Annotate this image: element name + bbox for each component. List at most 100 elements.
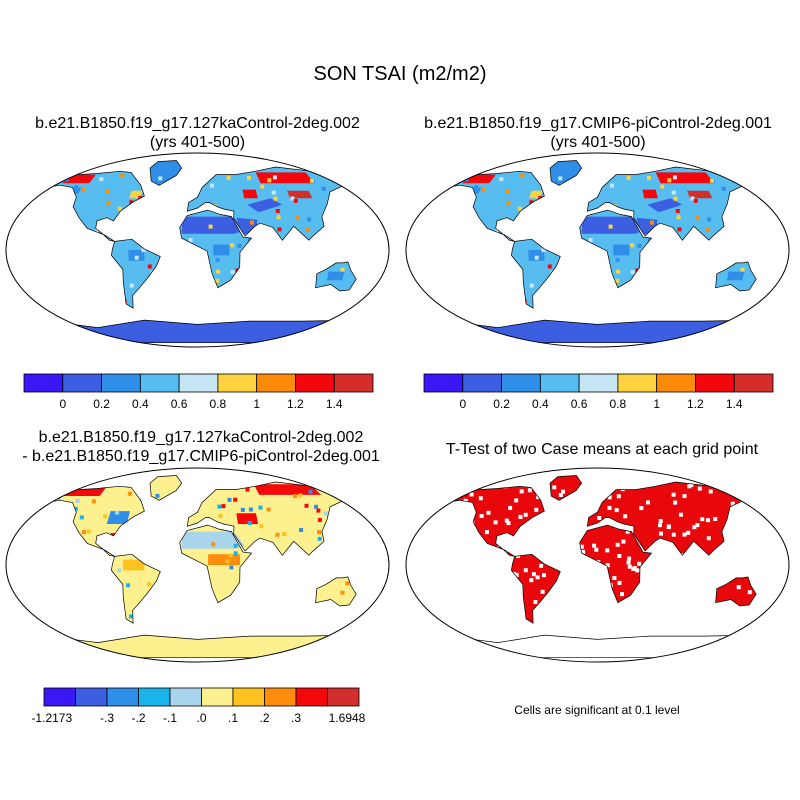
nonsig-cell <box>626 560 631 565</box>
nonsig-cell <box>581 549 586 554</box>
nonsig-cell <box>519 489 524 494</box>
grid-cell <box>707 217 711 222</box>
colorbar-tick-label: 0.8 <box>610 397 627 411</box>
grid-cell <box>529 283 534 288</box>
value-zone <box>613 244 630 256</box>
nonsig-cell <box>455 485 460 490</box>
grid-cell <box>129 283 134 288</box>
grid-cell <box>615 278 620 283</box>
nonsig-cell <box>523 512 528 517</box>
panel-2-title: b.e21.B1850.f19_g17.CMIP6-piControl-2deg… <box>398 114 798 152</box>
grid-cell <box>649 220 654 225</box>
coastline-eurasia <box>186 481 356 556</box>
grid-cell <box>667 178 672 183</box>
colorbar-swatch <box>256 373 296 393</box>
grid-cell <box>211 542 216 547</box>
nonsig-cell <box>637 561 642 566</box>
nonsig-cell <box>620 592 624 597</box>
colorbar-tick-label: 1.6948 <box>329 711 366 725</box>
colorbar-swatch <box>617 373 658 393</box>
grid-cell <box>353 187 358 192</box>
coastline-australia <box>715 261 757 292</box>
colorbar-swatch <box>139 373 180 393</box>
grid-cell <box>615 257 620 262</box>
nonsig-cell <box>659 531 663 536</box>
land-northamerica <box>44 486 145 557</box>
colorbar-swatch <box>169 687 202 707</box>
grid-cell <box>230 243 235 248</box>
nonsig-cell <box>617 554 622 558</box>
grid-cell <box>217 504 222 509</box>
grid-cell <box>347 496 352 501</box>
nonsig-cell <box>623 514 628 519</box>
grid-cell <box>230 270 235 275</box>
nonsig-cell <box>518 514 523 519</box>
nonsig-cell <box>617 580 622 585</box>
colorbar-tick-label: -.1 <box>163 711 177 725</box>
grid-cell <box>474 185 479 190</box>
grid-cell <box>520 173 525 178</box>
coastline-northamerica <box>443 170 545 242</box>
nonsig-cell <box>615 542 620 547</box>
grid-cell <box>609 183 614 188</box>
colorbar-tick-label: .3 <box>291 711 301 725</box>
panel-1-title: b.e21.B1850.f19_g17.127kaControl-2deg.00… <box>5 114 390 152</box>
nonsig-cell <box>542 573 546 578</box>
nonsig-cell <box>631 566 636 571</box>
colorbar-swatch <box>295 687 328 707</box>
grid-cell <box>237 243 242 248</box>
grid-cell <box>233 497 238 502</box>
grid-cell <box>267 178 272 183</box>
panel-3-title-line2: - b.e21.B1850.f19_g17.CMIP6-piControl-2d… <box>22 448 380 465</box>
nonsig-cell <box>706 518 711 523</box>
map-border <box>5 467 390 663</box>
coastline-antarctica <box>38 319 357 344</box>
nonsig-cell <box>625 529 630 534</box>
coastline-eurasia <box>186 166 356 241</box>
colorbar-swatch <box>43 687 76 707</box>
nonsig-cell <box>534 507 539 512</box>
grid-cell <box>295 216 299 221</box>
colorbar-tick-label: 1 <box>253 397 260 411</box>
coastline-eurasia <box>586 166 756 241</box>
nonsig-cell <box>523 568 528 573</box>
nonsig-cell <box>689 482 694 487</box>
map-panel-2 <box>405 152 790 348</box>
value-zone <box>687 190 713 199</box>
value-zone <box>213 244 230 256</box>
nonsig-cell <box>673 500 678 505</box>
nonsig-cell <box>514 572 519 577</box>
nonsig-cell <box>635 568 640 573</box>
value-zone <box>655 172 715 184</box>
ocean <box>6 468 389 662</box>
coastline-eurasia <box>586 481 756 556</box>
grid-cell <box>637 243 642 248</box>
value-zone <box>528 250 545 261</box>
grid-cell <box>247 237 252 242</box>
grid-cell <box>163 174 168 179</box>
grid-cell <box>215 257 220 262</box>
nonsig-cell <box>531 572 536 577</box>
grid-cell <box>79 515 84 520</box>
grid-cell <box>247 176 251 180</box>
grid-cell <box>321 186 326 191</box>
nonsig-cell <box>616 494 621 499</box>
land-antarctica <box>438 635 757 658</box>
colorbar-tick-label: 0.2 <box>93 397 110 411</box>
grid-cell <box>260 184 265 189</box>
grid-cell <box>99 177 104 182</box>
value-zone <box>236 513 259 524</box>
value-zone <box>581 216 645 234</box>
grid-cell <box>147 582 152 587</box>
nonsig-cell <box>605 548 610 553</box>
grid-cell <box>81 188 86 193</box>
land-antarctica <box>38 635 357 658</box>
grid-cell <box>275 532 280 537</box>
grid-cell <box>340 590 345 595</box>
grid-cell <box>73 506 78 511</box>
grid-cell <box>226 175 231 180</box>
grid-cell <box>298 493 303 498</box>
sig-region-greenland <box>550 475 582 501</box>
nonsig-cell <box>514 498 519 503</box>
coastline-southamerica <box>511 238 561 309</box>
